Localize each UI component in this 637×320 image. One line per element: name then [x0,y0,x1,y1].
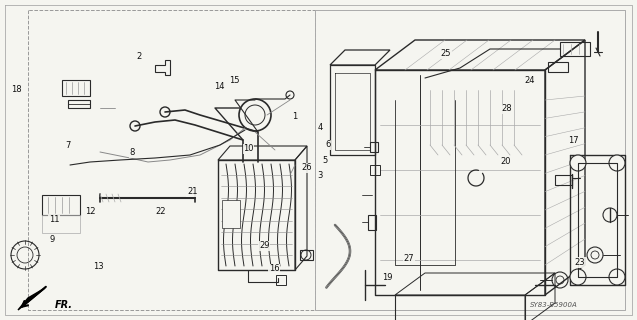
Text: 3: 3 [317,171,322,180]
Text: 15: 15 [229,76,240,85]
Text: 14: 14 [215,82,225,91]
Text: 20: 20 [500,157,510,166]
Text: 26: 26 [302,164,312,172]
Polygon shape [18,288,45,310]
Text: 23: 23 [575,258,585,267]
Text: 7: 7 [66,141,71,150]
Text: 16: 16 [269,264,279,273]
Bar [560,42,590,56]
Text: 17: 17 [568,136,578,145]
Text: 13: 13 [94,262,104,271]
Text: 9: 9 [50,236,55,244]
Text: 11: 11 [49,215,59,224]
Text: 12: 12 [85,207,96,216]
Text: 29: 29 [259,241,269,250]
Text: 24: 24 [525,76,535,85]
Text: FR.: FR. [55,300,73,310]
Text: 6: 6 [326,140,331,149]
Circle shape [609,155,625,171]
Text: 27: 27 [404,254,414,263]
Bar [42,195,80,215]
Bar [42,215,80,233]
Text: 4: 4 [317,124,322,132]
Text: 5: 5 [322,156,327,165]
Text: 28: 28 [501,104,512,113]
Text: 8: 8 [130,148,135,157]
Text: 19: 19 [382,273,392,282]
Circle shape [570,155,586,171]
Circle shape [570,269,586,285]
Bar [548,62,568,72]
Text: 25: 25 [441,49,451,58]
Text: 21: 21 [187,187,197,196]
Bar [68,100,90,108]
Text: 22: 22 [155,207,166,216]
Bar [222,200,240,228]
Bar [62,80,90,96]
Text: SY83-B5900A: SY83-B5900A [530,302,578,308]
Text: 1: 1 [292,112,297,121]
Text: 2: 2 [136,52,141,61]
Text: 10: 10 [243,144,254,153]
Circle shape [609,269,625,285]
Text: 18: 18 [11,85,21,94]
